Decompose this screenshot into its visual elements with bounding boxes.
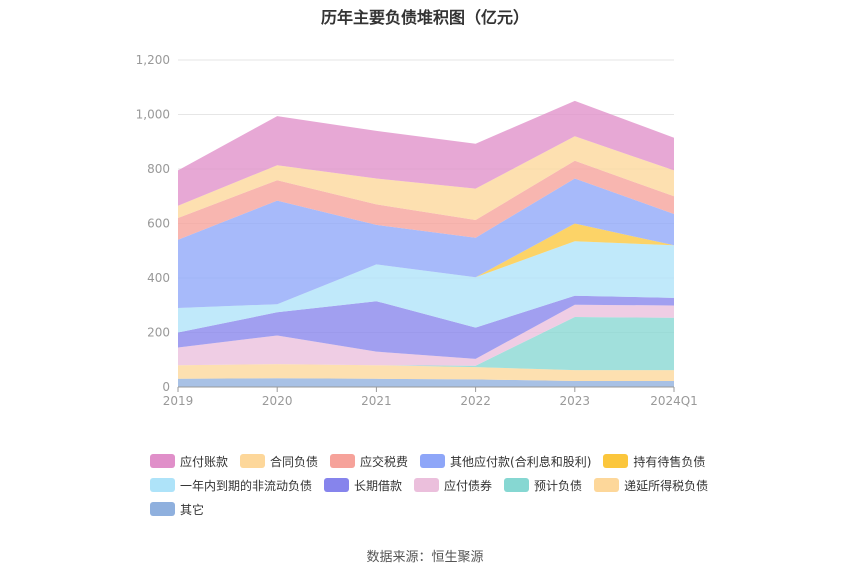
legend-item[interactable]: 一年内到期的非流动负债 — [150, 477, 312, 494]
y-tick-label: 800 — [147, 162, 170, 176]
series-area — [178, 178, 674, 308]
series-area — [178, 223, 674, 308]
y-tick-label: 1,200 — [136, 53, 170, 67]
x-tick-label: 2022 — [460, 394, 491, 408]
legend-label: 合同负债 — [270, 454, 319, 469]
x-tick-label: 2024Q1 — [650, 394, 698, 408]
legend-item[interactable]: 应付账款 — [150, 453, 228, 470]
legend-item[interactable]: 应付债券 — [414, 477, 492, 494]
legend-item[interactable]: 合同负债 — [240, 453, 318, 470]
y-tick-label: 200 — [147, 326, 170, 340]
legend-item[interactable]: 应交税费 — [330, 453, 408, 470]
legend-row: 其它 — [150, 497, 750, 521]
chart-legend: 应付账款 合同负债 应交税费 其他应付款(合利息和股利) 持有待售负债一年内到期的非流动… — [150, 449, 750, 521]
legend-swatch — [504, 478, 530, 492]
legend-item[interactable]: 预计负债 — [504, 477, 582, 494]
series-area — [178, 100, 674, 206]
legend-label: 其它 — [180, 502, 205, 517]
legend-swatch — [594, 478, 620, 492]
x-tick-label: 2023 — [560, 394, 591, 408]
legend-item[interactable]: 递延所得税负债 — [594, 477, 708, 494]
series-area — [178, 378, 674, 387]
legend-swatch — [414, 478, 440, 492]
legend-item[interactable]: 其他应付款(合利息和股利) — [420, 453, 591, 470]
x-tick-label: 2021 — [361, 394, 392, 408]
legend-item[interactable]: 长期借款 — [324, 477, 402, 494]
legend-item[interactable]: 持有待售负债 — [603, 453, 705, 470]
y-tick-label: 400 — [147, 271, 170, 285]
legend-label: 长期借款 — [354, 478, 403, 493]
series-area — [178, 317, 674, 371]
y-tick-label: 1,000 — [136, 108, 170, 122]
legend-swatch — [603, 454, 629, 468]
legend-label: 持有待售负债 — [633, 454, 706, 469]
series-area — [178, 364, 674, 381]
legend-swatch — [324, 478, 350, 492]
series-area — [178, 295, 674, 359]
legend-row: 应付账款 合同负债 应交税费 其他应付款(合利息和股利) 持有待售负债 — [150, 449, 750, 473]
series-area — [178, 136, 674, 220]
series-area — [178, 241, 674, 333]
series-area — [178, 160, 674, 240]
x-tick-label: 2019 — [163, 394, 194, 408]
legend-swatch — [330, 454, 356, 468]
legend-label: 预计负债 — [534, 478, 583, 493]
legend-swatch — [240, 454, 266, 468]
series-area — [178, 304, 674, 366]
chart-title: 历年主要负债堆积图（亿元） — [320, 8, 529, 27]
legend-item[interactable]: 其它 — [150, 501, 204, 518]
data-source: 数据来源：恒生聚源 — [366, 550, 484, 565]
y-tick-label: 0 — [162, 380, 170, 394]
y-tick-label: 600 — [147, 217, 170, 231]
legend-label: 应交税费 — [360, 454, 409, 469]
legend-swatch — [150, 454, 175, 468]
stacked-area-chart: 0 200 400 600 800 1,000 1,200 2019 2020 2021 2022 2… — [136, 53, 698, 408]
legend-swatch — [150, 502, 175, 516]
legend-label: 应付账款 — [180, 454, 229, 469]
legend-label: 应付债券 — [444, 478, 493, 493]
x-tick-label: 2020 — [262, 394, 293, 408]
legend-row: 一年内到期的非流动负债 长期借款 应付债券 预计负债 递延所得税负债 — [150, 473, 750, 497]
legend-label: 递延所得税负债 — [624, 478, 709, 493]
legend-label: 一年内到期的非流动负债 — [180, 478, 313, 493]
legend-swatch — [420, 454, 446, 468]
legend-swatch — [150, 478, 175, 492]
legend-label: 其他应付款(合利息和股利) — [450, 454, 592, 469]
